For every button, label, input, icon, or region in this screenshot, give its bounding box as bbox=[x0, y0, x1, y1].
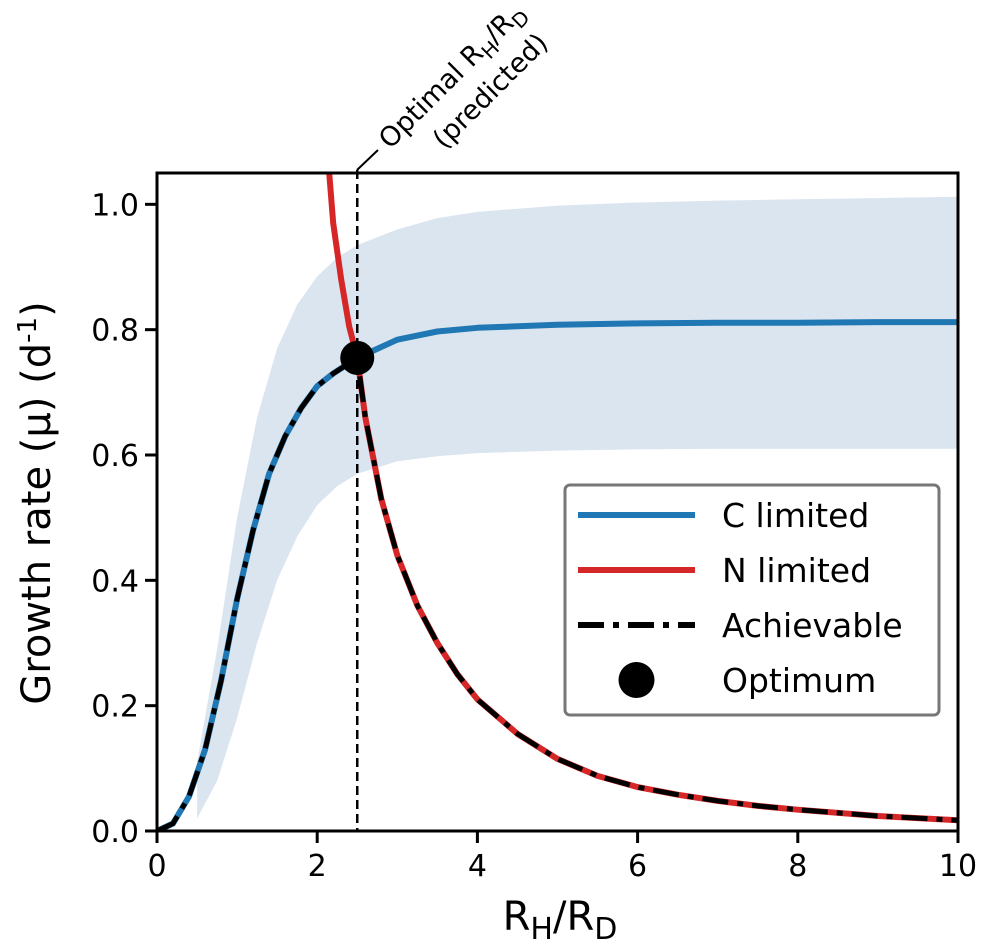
optimal-annotation: Optimal RH/RD (predicted) bbox=[356, 5, 554, 171]
confidence-band-layer bbox=[197, 196, 958, 819]
y-tick-label: 0.0 bbox=[91, 815, 139, 850]
legend-item-achievable: Achievable bbox=[578, 606, 903, 645]
y-axis-label: Growth rate (μ) (d-1) bbox=[13, 301, 60, 704]
series-achievable bbox=[157, 355, 958, 831]
marker-layer bbox=[340, 340, 375, 375]
x-tick-label: 0 bbox=[147, 849, 166, 884]
y-tick-label: 0.2 bbox=[91, 690, 139, 725]
y-tick-label: 1.0 bbox=[91, 188, 139, 223]
legend-label: N limited bbox=[722, 551, 871, 590]
annotation-leader bbox=[356, 149, 379, 171]
x-tick-label: 2 bbox=[308, 849, 327, 884]
x-tick-label: 10 bbox=[939, 849, 977, 884]
y-tick-label: 0.8 bbox=[91, 314, 139, 349]
x-tick-label: 6 bbox=[628, 849, 647, 884]
y-tick-label: 0.4 bbox=[91, 564, 139, 599]
x-tick-label: 4 bbox=[468, 849, 487, 884]
plot-frame bbox=[155, 171, 960, 833]
optimum-marker bbox=[340, 340, 375, 375]
legend-item-n-limited: N limited bbox=[578, 551, 871, 590]
legend-item-c-limited: C limited bbox=[578, 496, 869, 535]
y-tick-label: 0.6 bbox=[91, 439, 139, 474]
legend-items: C limited N limited Achievable Optimum bbox=[578, 496, 903, 700]
legend-label: C limited bbox=[722, 496, 869, 535]
x-tick-label: 8 bbox=[788, 849, 807, 884]
legend: C limited N limited Achievable Optimum bbox=[563, 483, 941, 717]
legend-box bbox=[563, 483, 941, 717]
uncertainty-band bbox=[197, 196, 958, 819]
legend-handle bbox=[618, 662, 655, 698]
ticks-layer: 0 2 4 6 8 10 0.0 0.2 0.4 0.6 0.8 1.0 bbox=[91, 188, 977, 884]
x-axis-label: RH/RD bbox=[503, 894, 618, 947]
series-c-limited bbox=[157, 319, 958, 831]
legend-label: Achievable bbox=[722, 606, 903, 645]
legend-item-optimum: Optimum bbox=[618, 661, 876, 700]
legend-label: Optimum bbox=[722, 661, 876, 700]
